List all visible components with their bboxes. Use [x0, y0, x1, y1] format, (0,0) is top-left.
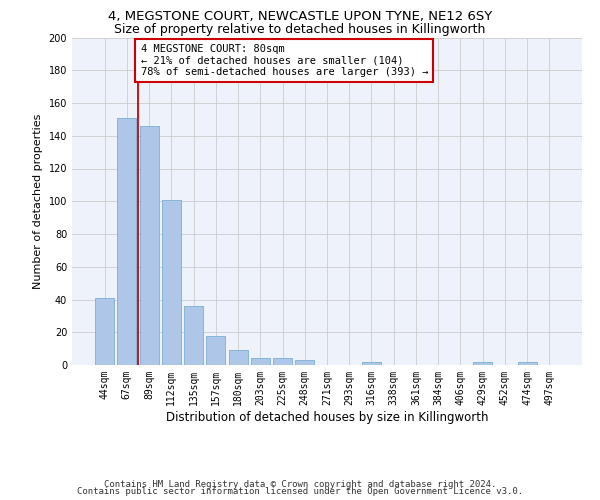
Text: 4 MEGSTONE COURT: 80sqm
← 21% of detached houses are smaller (104)
78% of semi-d: 4 MEGSTONE COURT: 80sqm ← 21% of detache…: [140, 44, 428, 77]
X-axis label: Distribution of detached houses by size in Killingworth: Distribution of detached houses by size …: [166, 410, 488, 424]
Bar: [118, 118, 136, 365]
Y-axis label: Number of detached properties: Number of detached properties: [33, 114, 43, 289]
Bar: [229, 350, 248, 365]
Bar: [295, 360, 314, 365]
Bar: [362, 362, 381, 365]
Text: Contains HM Land Registry data © Crown copyright and database right 2024.: Contains HM Land Registry data © Crown c…: [104, 480, 496, 489]
Text: Size of property relative to detached houses in Killingworth: Size of property relative to detached ho…: [115, 22, 485, 36]
Text: Contains public sector information licensed under the Open Government Licence v3: Contains public sector information licen…: [77, 488, 523, 496]
Bar: [95, 298, 114, 365]
Bar: [162, 200, 181, 365]
Bar: [184, 306, 203, 365]
Bar: [140, 126, 158, 365]
Bar: [518, 362, 536, 365]
Bar: [251, 358, 270, 365]
Text: 4, MEGSTONE COURT, NEWCASTLE UPON TYNE, NE12 6SY: 4, MEGSTONE COURT, NEWCASTLE UPON TYNE, …: [108, 10, 492, 23]
Bar: [206, 336, 225, 365]
Bar: [473, 362, 492, 365]
Bar: [273, 358, 292, 365]
